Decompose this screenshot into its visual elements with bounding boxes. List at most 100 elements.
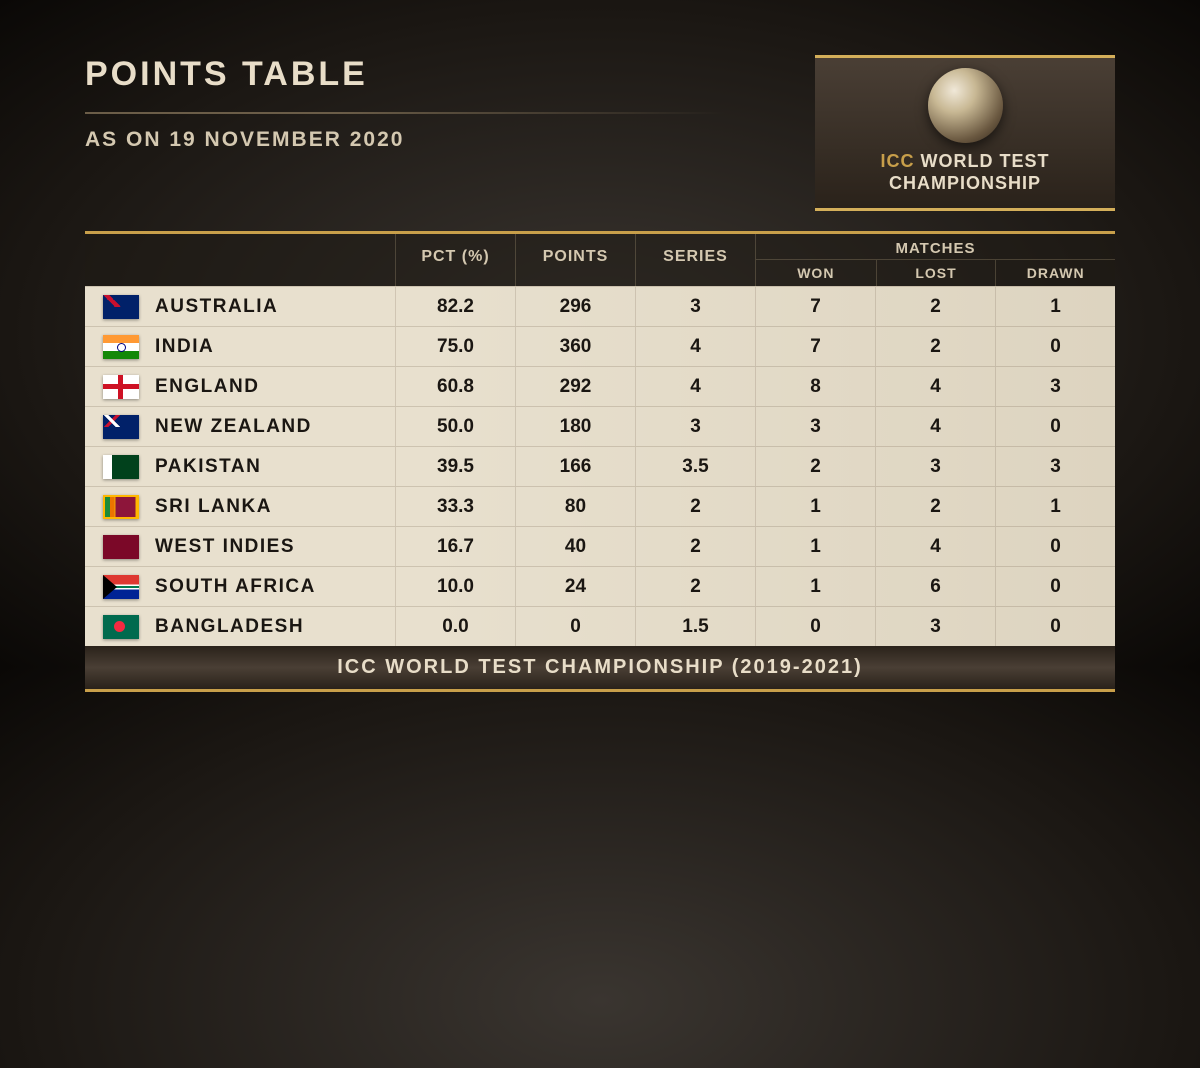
pct-cell: 10.0	[395, 567, 515, 606]
flag-icon	[103, 495, 139, 519]
series-cell: 2	[635, 527, 755, 566]
points-cell: 24	[515, 567, 635, 606]
flag-icon	[103, 335, 139, 359]
points-cell: 40	[515, 527, 635, 566]
points-cell: 80	[515, 487, 635, 526]
team-cell: AUSTRALIA	[85, 295, 395, 319]
lost-cell: 6	[875, 567, 995, 606]
flag-icon	[103, 615, 139, 639]
logo-icc: ICC	[880, 151, 914, 171]
table-footer: ICC WORLD TEST CHAMPIONSHIP (2019-2021)	[85, 646, 1115, 689]
table-row: SRI LANKA 33.3 80 2 1 2 1	[85, 486, 1115, 526]
won-cell: 2	[755, 447, 875, 486]
header-lost: LOST	[876, 260, 996, 286]
table-row: WEST INDIES 16.7 40 2 1 4 0	[85, 526, 1115, 566]
won-cell: 3	[755, 407, 875, 446]
won-cell: 8	[755, 367, 875, 406]
team-cell: SOUTH AFRICA	[85, 575, 395, 599]
series-cell: 2	[635, 567, 755, 606]
team-cell: ENGLAND	[85, 375, 395, 399]
team-name: WEST INDIES	[155, 536, 295, 558]
points-cell: 360	[515, 327, 635, 366]
series-cell: 3	[635, 407, 755, 446]
won-cell: 1	[755, 527, 875, 566]
series-cell: 4	[635, 367, 755, 406]
drawn-cell: 1	[995, 487, 1115, 526]
table-body: AUSTRALIA 82.2 296 3 7 2 1 INDIA 75.0 36…	[85, 286, 1115, 646]
points-cell: 0	[515, 607, 635, 646]
team-cell: SRI LANKA	[85, 495, 395, 519]
drawn-cell: 0	[995, 407, 1115, 446]
pct-cell: 50.0	[395, 407, 515, 446]
team-name: SRI LANKA	[155, 496, 272, 518]
lost-cell: 2	[875, 487, 995, 526]
drawn-cell: 1	[995, 287, 1115, 326]
drawn-cell: 0	[995, 327, 1115, 366]
drawn-cell: 0	[995, 607, 1115, 646]
points-table: PCT (%) POINTS SERIES MATCHES WON LOST D…	[85, 231, 1115, 692]
table-row: PAKISTAN 39.5 166 3.5 2 3 3	[85, 446, 1115, 486]
drawn-cell: 0	[995, 527, 1115, 566]
pct-cell: 33.3	[395, 487, 515, 526]
team-cell: BANGLADESH	[85, 615, 395, 639]
lost-cell: 2	[875, 287, 995, 326]
flag-icon	[103, 375, 139, 399]
header-series: SERIES	[635, 234, 755, 286]
won-cell: 1	[755, 567, 875, 606]
team-cell: NEW ZEALAND	[85, 415, 395, 439]
flag-icon	[103, 415, 139, 439]
pct-cell: 16.7	[395, 527, 515, 566]
lost-cell: 3	[875, 607, 995, 646]
table-row: ENGLAND 60.8 292 4 8 4 3	[85, 366, 1115, 406]
main-container: POINTS TABLE AS ON 19 NOVEMBER 2020 ICC …	[0, 0, 1200, 722]
logo-block: ICC WORLD TEST CHAMPIONSHIP	[815, 55, 1115, 211]
team-name: AUSTRALIA	[155, 296, 278, 318]
won-cell: 7	[755, 327, 875, 366]
logo-line1: WORLD TEST	[921, 151, 1050, 171]
header-drawn: DRAWN	[995, 260, 1115, 286]
series-cell: 3	[635, 287, 755, 326]
header-points: POINTS	[515, 234, 635, 286]
pct-cell: 82.2	[395, 287, 515, 326]
table-row: AUSTRALIA 82.2 296 3 7 2 1	[85, 286, 1115, 326]
flag-icon	[103, 295, 139, 319]
team-cell: INDIA	[85, 335, 395, 359]
header-won: WON	[756, 260, 876, 286]
page-subtitle: AS ON 19 NOVEMBER 2020	[85, 128, 815, 152]
lost-cell: 2	[875, 327, 995, 366]
logo-text: ICC WORLD TEST CHAMPIONSHIP	[837, 151, 1093, 194]
lost-cell: 4	[875, 367, 995, 406]
header-matches-sub: WON LOST DRAWN	[756, 260, 1115, 286]
series-cell: 1.5	[635, 607, 755, 646]
header-row: POINTS TABLE AS ON 19 NOVEMBER 2020 ICC …	[85, 55, 1115, 211]
cricket-ball-icon	[928, 68, 1003, 143]
title-block: POINTS TABLE AS ON 19 NOVEMBER 2020	[85, 55, 815, 152]
points-cell: 296	[515, 287, 635, 326]
won-cell: 0	[755, 607, 875, 646]
team-cell: PAKISTAN	[85, 455, 395, 479]
logo-line2: CHAMPIONSHIP	[889, 173, 1041, 193]
team-name: BANGLADESH	[155, 616, 304, 638]
title-divider	[85, 112, 725, 114]
table-row: NEW ZEALAND 50.0 180 3 3 4 0	[85, 406, 1115, 446]
header-matches: MATCHES	[756, 234, 1115, 260]
drawn-cell: 0	[995, 567, 1115, 606]
flag-icon	[103, 535, 139, 559]
page-title: POINTS TABLE	[85, 55, 815, 94]
pct-cell: 75.0	[395, 327, 515, 366]
pct-cell: 60.8	[395, 367, 515, 406]
pct-cell: 39.5	[395, 447, 515, 486]
points-cell: 166	[515, 447, 635, 486]
team-name: ENGLAND	[155, 376, 259, 398]
points-cell: 180	[515, 407, 635, 446]
table-row: SOUTH AFRICA 10.0 24 2 1 6 0	[85, 566, 1115, 606]
team-cell: WEST INDIES	[85, 535, 395, 559]
table-row: BANGLADESH 0.0 0 1.5 0 3 0	[85, 606, 1115, 646]
won-cell: 7	[755, 287, 875, 326]
team-name: PAKISTAN	[155, 456, 261, 478]
team-name: NEW ZEALAND	[155, 416, 312, 438]
series-cell: 4	[635, 327, 755, 366]
drawn-cell: 3	[995, 367, 1115, 406]
drawn-cell: 3	[995, 447, 1115, 486]
team-name: SOUTH AFRICA	[155, 576, 316, 598]
